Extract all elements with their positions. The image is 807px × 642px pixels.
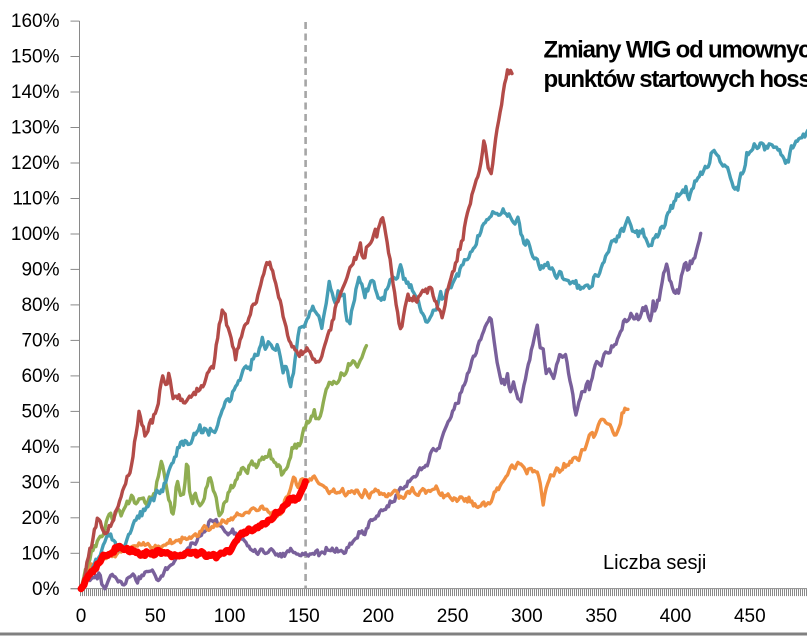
svg-text:50%: 50%: [21, 401, 59, 422]
svg-text:250: 250: [437, 606, 469, 627]
svg-text:Zmiany WIG od umownych: Zmiany WIG od umownych: [544, 37, 807, 64]
svg-text:450: 450: [734, 606, 766, 627]
svg-text:160%: 160%: [11, 11, 60, 32]
svg-text:10%: 10%: [21, 543, 59, 564]
svg-text:100%: 100%: [11, 224, 60, 245]
svg-text:80%: 80%: [21, 295, 59, 316]
svg-text:300: 300: [511, 606, 543, 627]
svg-text:400: 400: [660, 606, 692, 627]
svg-text:20%: 20%: [21, 508, 59, 529]
svg-text:350: 350: [585, 606, 617, 627]
svg-text:30%: 30%: [21, 472, 59, 493]
svg-text:40%: 40%: [21, 437, 59, 458]
svg-text:0: 0: [76, 606, 87, 627]
svg-text:Liczba sesji: Liczba sesji: [603, 552, 706, 574]
svg-text:120%: 120%: [11, 153, 60, 174]
svg-text:130%: 130%: [11, 118, 60, 139]
svg-text:60%: 60%: [21, 366, 59, 387]
svg-text:50: 50: [145, 606, 166, 627]
svg-text:70%: 70%: [21, 330, 59, 351]
svg-text:100: 100: [214, 606, 246, 627]
svg-text:140%: 140%: [11, 82, 60, 103]
svg-text:150: 150: [288, 606, 320, 627]
svg-text:punktów startowych hossy: punktów startowych hossy: [544, 66, 807, 93]
svg-text:110%: 110%: [12, 189, 59, 210]
svg-text:90%: 90%: [21, 259, 59, 280]
svg-text:0%: 0%: [32, 579, 60, 600]
svg-text:200: 200: [362, 606, 394, 627]
svg-text:150%: 150%: [11, 47, 60, 68]
